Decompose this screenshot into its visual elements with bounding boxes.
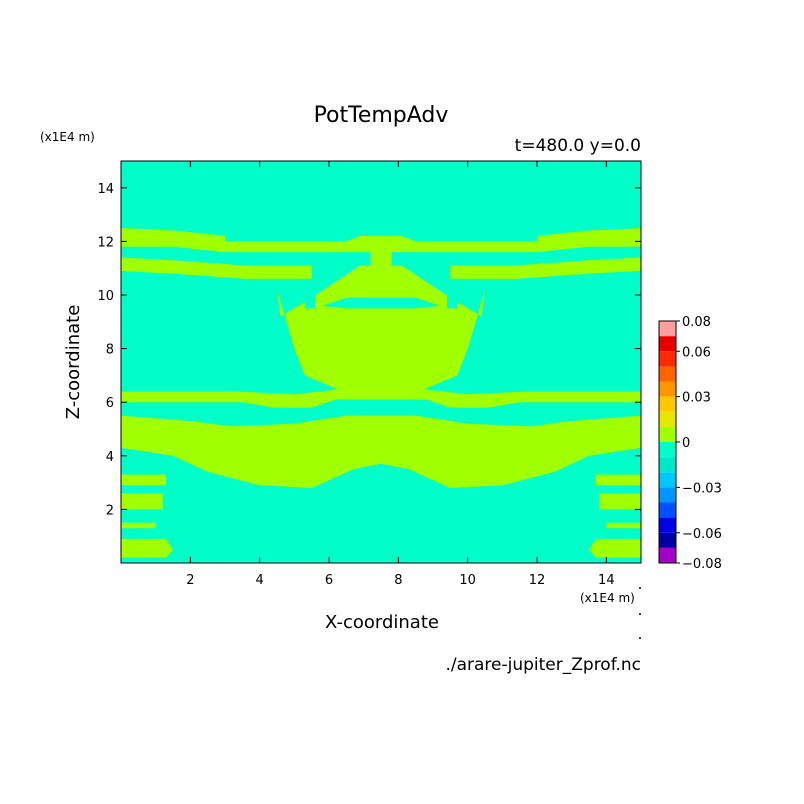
field-hole-right-notch [446,278,458,309]
field-hole-central-inner-hole [322,297,440,309]
field-region-left-fringe-3 [121,522,156,529]
colorbar-tick-label: −0.08 [682,557,722,572]
y-tick-label: 12 [97,235,114,250]
colorbar-tick-label: 0.03 [682,391,711,406]
field-region-left-fringe-1 [121,474,167,486]
field-hole-left-notch [304,278,316,309]
colorbar-segment [659,472,676,488]
colorbar-segment [659,396,676,412]
colorbar-segment [659,517,676,533]
colorbar-tick-label: 0.06 [682,345,711,360]
field-region-right-fringe-1 [595,474,641,486]
field-region-band-upper [121,228,641,253]
x-tick-label: 4 [256,573,264,588]
y-axis: 2 4 6 8 10 12 14 [97,182,641,518]
y-tick-label: 8 [106,343,114,358]
y-tick-label: 14 [97,182,114,197]
colorbar-segment [659,457,676,473]
x-axis-unit: (x1E4 m) [580,591,635,605]
y-axis-unit: (x1E4 m) [40,130,95,144]
colorbar-segment [659,532,676,548]
colorbar-segment [659,442,676,458]
y-tick-label: 6 [106,396,114,411]
colorbar-segment [659,411,676,427]
plot-frame [120,160,642,564]
colorbar-tick-label: 0 [682,436,690,451]
colorbar-tick-label: 0.08 [682,315,711,330]
x-tick-label: 6 [325,573,333,588]
x-tick-label: 10 [459,573,476,588]
colorbar-segment [659,381,676,397]
dot-marker [639,587,641,589]
field-region-right-fringe-4 [589,538,641,558]
x-tick-label: 8 [394,573,402,588]
y-axis-label: Z-coordinate [63,305,84,420]
field-region-left-fringe-4 [121,538,173,558]
colorbar-tick-label: −0.06 [682,527,722,542]
colorbar-segment [659,366,676,382]
field-region-lower-lobe [121,415,641,488]
colorbar-segment [659,547,676,563]
plot-area [121,161,641,563]
colorbar-segment [659,336,676,352]
colorbar: 0.08 0.06 0.03 0 −0.03 −0.06 −0.08 [658,315,722,572]
field-region-right-fringe-2 [599,493,641,510]
dot-marker [639,613,641,615]
colorbar-segment [659,321,676,337]
colorbar-segment [659,426,676,442]
colorbar-segment [659,502,676,518]
y-tick-label: 2 [106,503,114,518]
field-region-band-mid-upper-right [450,257,641,279]
colorbar-segment [659,351,676,367]
y-tick-label: 4 [106,450,114,465]
field-region-left-fringe-2 [121,493,163,510]
field-region-central-plume [277,241,485,392]
x-tick-label: 2 [186,573,194,588]
field-region-band-middle [121,388,641,408]
x-axis-label: X-coordinate [325,612,439,633]
x-axis: 2 4 6 8 10 12 14 [186,161,615,588]
x-tick-label: 12 [529,573,546,588]
source-file-label: ./arare-jupiter_Zprof.nc [445,655,641,675]
field-region-band-mid-upper [121,257,312,279]
colorbar-tick-label: −0.03 [682,481,722,496]
dot-marker [639,637,641,639]
chart-title: PotTempAdv [314,103,449,128]
chart-subtitle: t=480.0 y=0.0 [515,136,641,156]
field-region-right-fringe-3 [606,522,641,529]
x-tick-label: 14 [598,573,615,588]
colorbar-segment [659,487,676,503]
y-tick-label: 10 [97,289,114,304]
